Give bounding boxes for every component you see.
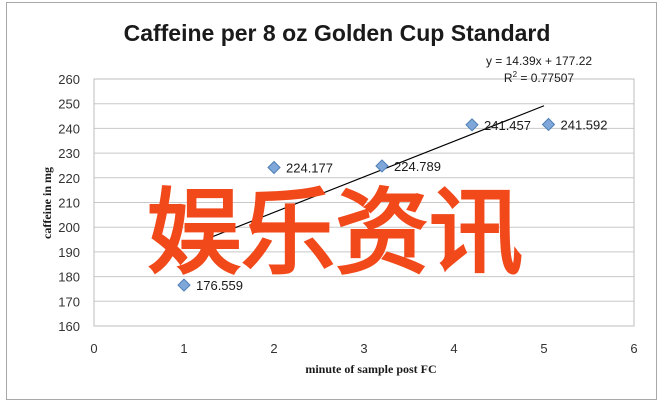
data-point-marker: [267, 160, 281, 175]
y-tick-label: 160: [58, 319, 80, 334]
data-point-marker: [541, 117, 556, 132]
y-tick-label: 190: [58, 245, 80, 260]
trendline: [183, 105, 545, 249]
y-tick-label: 180: [58, 270, 80, 285]
r-squared-value: = 0.77507: [517, 71, 574, 85]
x-tick-label: 2: [270, 341, 277, 356]
data-point-label: 241.457: [484, 118, 531, 133]
x-tick-label: 5: [540, 341, 547, 356]
y-tick-label: 250: [58, 97, 80, 112]
x-tick-label: 0: [90, 341, 97, 356]
data-point-label: 224.177: [286, 160, 333, 175]
data-point-label: 241.592: [561, 117, 608, 132]
x-tick-label: 6: [630, 341, 637, 356]
x-axis-title: minute of sample post FC: [305, 362, 436, 376]
y-tick-label: 260: [58, 72, 80, 87]
x-axis-ticks: 0 1 2 3 4 5 6: [90, 341, 637, 356]
data-points: [177, 117, 556, 292]
x-tick-label: 4: [450, 341, 457, 356]
trendline-r-squared: R2 = 0.77507: [504, 70, 575, 85]
data-point-label: 176.559: [196, 278, 243, 293]
x-tick-label: 3: [360, 341, 367, 356]
data-point-marker: [177, 278, 191, 292]
x-tick-label: 1: [180, 341, 187, 356]
r-squared-symbol: R: [504, 71, 513, 85]
y-tick-label: 230: [58, 146, 80, 161]
data-point-marker: [465, 118, 479, 132]
r-squared-superscript: 2: [513, 70, 518, 79]
plot-area: [93, 78, 635, 327]
data-point-marker: [375, 159, 389, 173]
chart-canvas: Caffeine per 8 oz Golden Cup Standard 16…: [40, 20, 638, 376]
chart-frame: Caffeine per 8 oz Golden Cup Standard 16…: [6, 2, 657, 400]
y-axis-ticks: 160 170 180 190 200 210 220 230 240 250 260: [58, 72, 80, 334]
y-tick-label: 210: [58, 196, 80, 211]
y-tick-label: 170: [58, 294, 80, 309]
y-axis-title: caffeine in mg: [40, 167, 54, 239]
y-tick-label: 200: [58, 220, 80, 235]
y-tick-label: 220: [58, 171, 80, 186]
y-tick-label: 240: [58, 121, 80, 136]
data-point-label: 224.789: [394, 159, 441, 174]
chart-title: Caffeine per 8 oz Golden Cup Standard: [124, 20, 551, 46]
data-labels: 176.559 224.177 224.789 241.457 241.592: [196, 117, 608, 293]
trendline-equation: y = 14.39x + 177.22: [486, 54, 592, 68]
watermark-text: 娱乐资讯: [147, 179, 523, 288]
